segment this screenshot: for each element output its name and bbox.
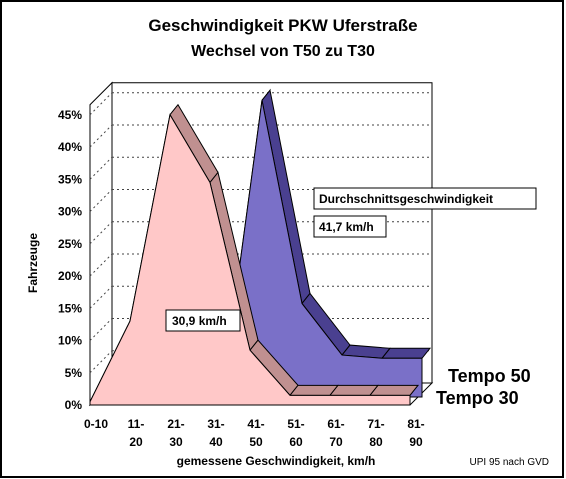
y-tick-label: 35% bbox=[58, 172, 82, 186]
chart-title: Geschwindigkeit PKW Uferstraße bbox=[148, 16, 417, 35]
x-tick-label: 20 bbox=[129, 435, 143, 449]
avg-t50-frame bbox=[313, 215, 387, 238]
y-tick-label: 5% bbox=[65, 366, 83, 380]
avg-t30-box: 30,9 km/h bbox=[165, 309, 241, 332]
y-tick-label: 45% bbox=[58, 108, 82, 122]
gridline-side bbox=[89, 92, 113, 116]
x-tick-label: 81- bbox=[407, 417, 424, 431]
gridline-side bbox=[89, 253, 113, 277]
y-tick-label: 15% bbox=[58, 301, 82, 315]
side-wall bbox=[89, 81, 113, 407]
x-tick-label: 50 bbox=[249, 435, 263, 449]
x-tick-label: 40 bbox=[209, 435, 223, 449]
y-tick-label: 20% bbox=[58, 269, 82, 283]
gridline-side bbox=[89, 350, 113, 374]
x-tick-label: 31- bbox=[207, 417, 224, 431]
gridline-side bbox=[89, 124, 113, 148]
avg-t50-label: 41,7 km/h bbox=[319, 220, 374, 234]
x-tick-label: 80 bbox=[369, 435, 383, 449]
x-tick-label: 61- bbox=[327, 417, 344, 431]
y-axis-ticks: 0% 5% 10% 15% 20% 25% 30% 35% 40% 45% bbox=[58, 108, 82, 412]
series-label-tempo-30: Tempo 30 bbox=[436, 388, 519, 408]
area-face-tempo-30 bbox=[89, 113, 411, 406]
x-tick-label: 70 bbox=[329, 435, 343, 449]
x-tick-label: 51- bbox=[287, 417, 304, 431]
x-tick-label: 21- bbox=[167, 417, 184, 431]
gridline-side bbox=[89, 189, 113, 212]
x-tick-label: 60 bbox=[289, 435, 303, 449]
series-label-tempo-50: Tempo 50 bbox=[448, 366, 531, 386]
x-tick-label: 71- bbox=[367, 417, 384, 431]
area-ribbon-tempo-30 bbox=[368, 384, 420, 396]
series-tempo-30 bbox=[89, 103, 420, 406]
avg-t50-box: 41,7 km/h bbox=[313, 215, 387, 238]
y-tick-label: 10% bbox=[58, 334, 82, 348]
area-ribbon-tempo-50 bbox=[380, 347, 432, 359]
y-tick-label: 30% bbox=[58, 205, 82, 219]
gridline-side bbox=[89, 318, 113, 341]
gridline-side bbox=[89, 285, 113, 309]
y-axis-label: Fahrzeuge bbox=[26, 233, 40, 293]
gridline-side bbox=[89, 156, 113, 180]
x-tick-label: 0-10 bbox=[84, 417, 108, 431]
x-tick-label: 30 bbox=[169, 435, 183, 449]
x-tick-label: 41- bbox=[247, 417, 264, 431]
area-face-tempo-50 bbox=[221, 100, 423, 398]
x-tick-label: 90 bbox=[409, 435, 423, 449]
y-tick-label: 40% bbox=[58, 140, 82, 154]
source-note: UPI 95 nach GVD bbox=[470, 457, 549, 468]
avg-t30-label: 30,9 km/h bbox=[172, 314, 227, 328]
legend-box-frame bbox=[313, 187, 537, 210]
x-axis-label: gemessene Geschwindigkeit, km/h bbox=[177, 454, 376, 468]
legend-title: Durchschnittsgeschwindigkeit bbox=[319, 192, 493, 206]
y-tick-label: 0% bbox=[65, 398, 83, 412]
x-tick-label: 11- bbox=[128, 417, 145, 431]
chart-subtitle: Wechsel von T50 zu T30 bbox=[191, 43, 375, 60]
y-tick-label: 25% bbox=[58, 237, 82, 251]
avg-t30-frame bbox=[165, 309, 241, 332]
gridline-side bbox=[89, 221, 113, 245]
x-axis-ticks: 0-10 11- 20 21- 30 31- 40 41- 50 51- 60 61- 70 71- 80 8… bbox=[84, 417, 425, 449]
legend-box: Durchschnittsgeschwindigkeit bbox=[313, 187, 537, 210]
